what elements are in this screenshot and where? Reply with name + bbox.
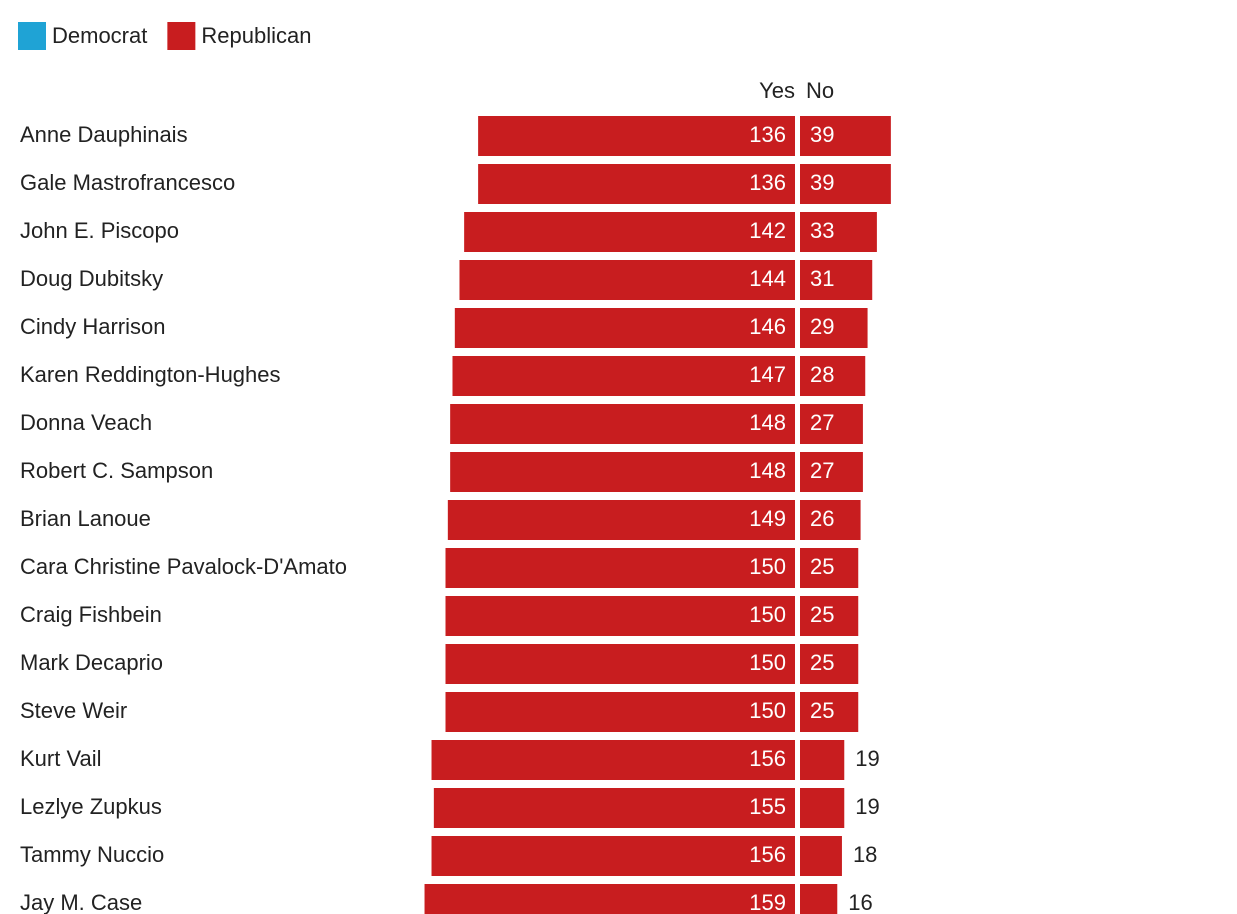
row-label: Donna Veach	[20, 410, 152, 435]
no-value: 27	[810, 410, 834, 435]
no-value: 33	[810, 218, 834, 243]
yes-bar	[431, 836, 795, 876]
yes-value: 150	[749, 650, 786, 675]
no-bar	[800, 548, 859, 588]
no-value: 29	[810, 314, 834, 339]
no-bar	[800, 788, 845, 828]
no-bar	[800, 356, 866, 396]
no-value: 39	[810, 170, 834, 195]
yes-value: 148	[749, 410, 786, 435]
no-value: 31	[810, 266, 834, 291]
yes-bar	[431, 740, 795, 780]
yes-value: 136	[749, 170, 786, 195]
yes-bar	[452, 356, 795, 396]
yes-value: 156	[749, 746, 786, 771]
no-bar	[800, 596, 859, 636]
yes-bar	[454, 308, 795, 348]
no-value: 25	[810, 650, 834, 675]
yes-bar	[450, 404, 795, 444]
no-bar	[800, 692, 859, 732]
yes-value: 150	[749, 698, 786, 723]
no-value: 16	[848, 890, 872, 914]
yes-bar	[433, 788, 795, 828]
yes-bar	[445, 692, 795, 732]
yes-value: 156	[749, 842, 786, 867]
yes-bar	[447, 500, 795, 540]
yes-value: 146	[749, 314, 786, 339]
yes-bar	[478, 164, 795, 204]
row-label: Gale Mastrofrancesco	[20, 170, 235, 195]
row-label: Craig Fishbein	[20, 602, 162, 627]
yes-value: 142	[749, 218, 786, 243]
yes-value: 155	[749, 794, 786, 819]
row-label: Cindy Harrison	[20, 314, 166, 339]
yes-header: Yes	[759, 78, 795, 103]
no-bar	[800, 884, 838, 914]
yes-value: 149	[749, 506, 786, 531]
yes-value: 150	[749, 602, 786, 627]
yes-bar	[464, 212, 795, 252]
no-value: 39	[810, 122, 834, 147]
yes-value: 136	[749, 122, 786, 147]
no-value: 26	[810, 506, 834, 531]
no-bar	[800, 452, 863, 492]
legend-swatch	[18, 22, 46, 50]
no-bar	[800, 116, 891, 156]
no-value: 27	[810, 458, 834, 483]
no-bar	[800, 740, 845, 780]
row-label: Kurt Vail	[20, 746, 102, 771]
yes-bar	[445, 548, 795, 588]
yes-bar	[450, 452, 795, 492]
yes-value: 144	[749, 266, 786, 291]
no-value: 18	[853, 842, 877, 867]
legend-label: Democrat	[52, 23, 147, 48]
no-value: 25	[810, 602, 834, 627]
yes-value: 159	[749, 890, 786, 914]
no-bar	[800, 164, 891, 204]
yes-bar	[459, 260, 795, 300]
yes-bar	[478, 116, 795, 156]
row-label: Doug Dubitsky	[20, 266, 163, 291]
row-label: Steve Weir	[20, 698, 127, 723]
row-label: Mark Decaprio	[20, 650, 163, 675]
row-label: Robert C. Sampson	[20, 458, 213, 483]
no-bar	[800, 644, 859, 684]
row-label: Brian Lanoue	[20, 506, 151, 531]
no-bar	[800, 308, 868, 348]
no-value: 19	[855, 794, 879, 819]
no-bar	[800, 404, 863, 444]
row-label: Tammy Nuccio	[20, 842, 164, 867]
yes-bar	[445, 644, 795, 684]
yes-value: 150	[749, 554, 786, 579]
no-bar	[800, 260, 873, 300]
no-value: 25	[810, 554, 834, 579]
no-value: 28	[810, 362, 834, 387]
no-bar	[800, 500, 861, 540]
yes-value: 148	[749, 458, 786, 483]
no-header: No	[806, 78, 834, 103]
no-bar	[800, 836, 842, 876]
legend-swatch	[167, 22, 196, 50]
yes-bar	[424, 884, 795, 914]
no-bar	[800, 212, 877, 252]
row-label: Cara Christine Pavalock-D'Amato	[20, 554, 347, 579]
row-label: Karen Reddington-Hughes	[20, 362, 281, 387]
row-label: Lezlye Zupkus	[20, 794, 162, 819]
row-label: Anne Dauphinais	[20, 122, 188, 147]
yes-bar	[445, 596, 795, 636]
legend-label: Republican	[201, 23, 311, 48]
no-value: 25	[810, 698, 834, 723]
row-label: Jay M. Case	[20, 890, 142, 914]
row-label: John E. Piscopo	[20, 218, 179, 243]
no-value: 19	[855, 746, 879, 771]
yes-value: 147	[749, 362, 786, 387]
